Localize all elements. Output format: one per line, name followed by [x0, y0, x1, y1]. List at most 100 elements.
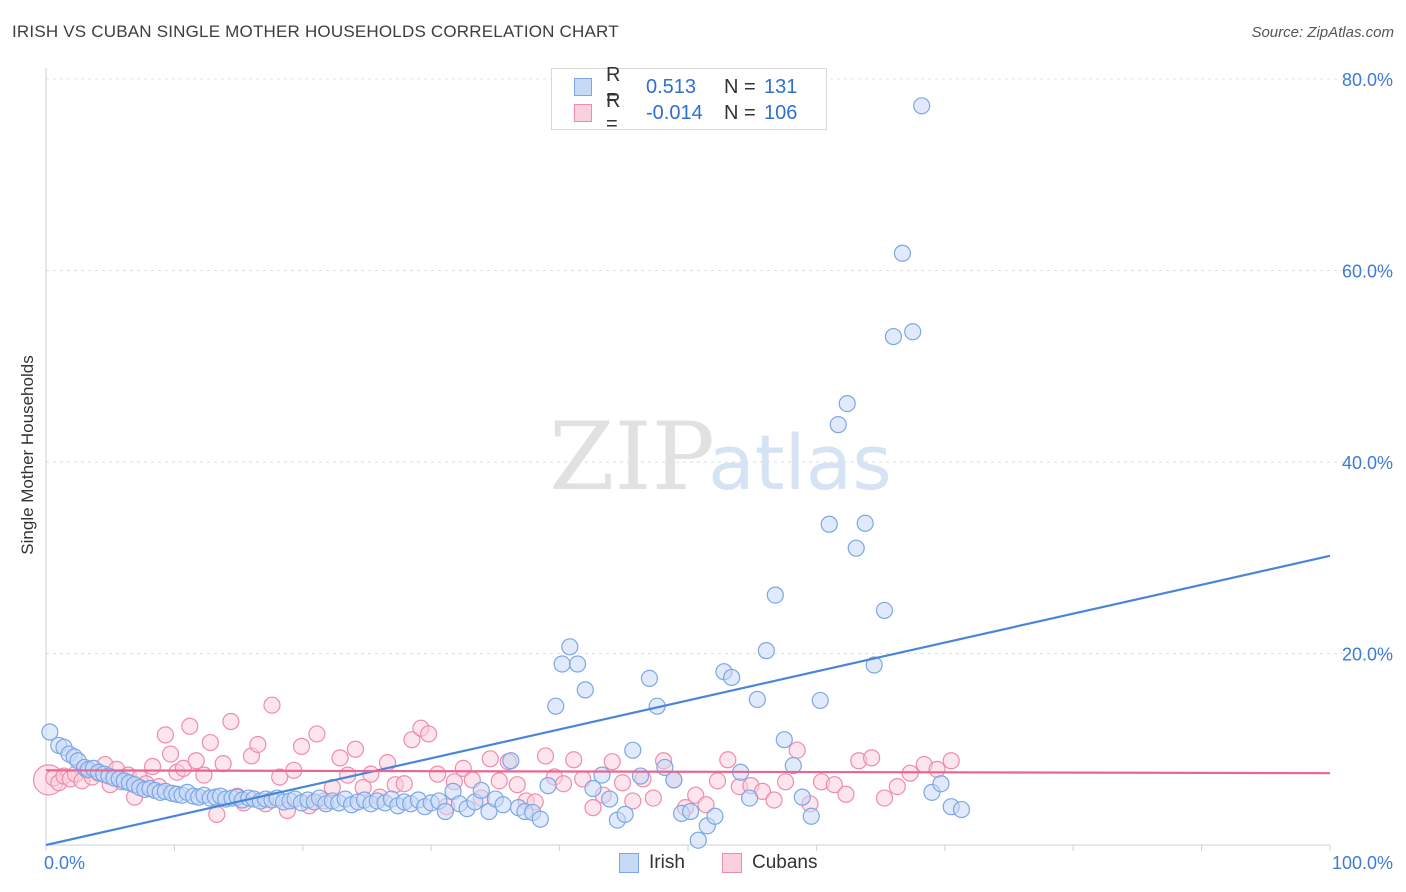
- point-irish: [601, 790, 619, 808]
- data-points: [32, 97, 971, 849]
- trend-lines: [45, 554, 1331, 847]
- point-cubans: [624, 792, 642, 810]
- point-irish: [547, 697, 565, 715]
- point-cubans: [214, 755, 232, 773]
- point-cubans: [308, 725, 326, 743]
- legend-row-cubans: R = -0.014 N = 106: [574, 90, 797, 135]
- point-irish: [932, 775, 950, 793]
- point-irish: [884, 327, 903, 346]
- point-irish: [802, 807, 820, 825]
- point-irish: [893, 244, 912, 262]
- point-irish: [820, 515, 838, 533]
- point-cubans: [181, 717, 199, 735]
- point-cubans: [644, 789, 662, 807]
- point-cubans: [420, 725, 438, 743]
- series-legend-irish: Irish: [619, 852, 685, 874]
- y-tick-label: 40.0%: [1342, 453, 1393, 473]
- legend-n-value: 131: [764, 75, 798, 98]
- correlation-legend: R = 0.513 N = 131 R = -0.014 N = 106: [551, 64, 827, 135]
- point-cubans: [554, 775, 573, 793]
- point-cubans: [292, 737, 311, 755]
- point-irish: [838, 394, 856, 413]
- point-cubans: [888, 777, 906, 796]
- point-cubans: [346, 740, 365, 758]
- point-irish: [539, 777, 557, 795]
- point-irish: [723, 668, 741, 687]
- tick-labels: 20.0% 40.0% 60.0% 80.0% 0.0% 100.0%: [44, 70, 1393, 873]
- series-label-cubans: Cubans: [752, 852, 818, 873]
- point-irish: [784, 756, 802, 775]
- point-irish: [829, 416, 847, 434]
- point-irish: [624, 741, 642, 759]
- point-cubans: [584, 799, 602, 817]
- point-irish: [875, 601, 894, 620]
- point-cubans: [565, 751, 583, 769]
- point-cubans: [161, 745, 180, 763]
- point-cubans: [481, 750, 499, 768]
- point-cubans: [863, 749, 881, 767]
- point-irish: [502, 752, 520, 770]
- point-irish: [631, 767, 650, 785]
- watermark-zip: ZIP: [549, 403, 715, 512]
- point-cubans: [536, 747, 555, 765]
- point-irish: [616, 805, 634, 823]
- point-cubans: [719, 751, 737, 769]
- legend-r-value: 0.513: [646, 75, 697, 98]
- point-cubans: [187, 752, 205, 770]
- gridlines: [46, 78, 1392, 654]
- legend-row-irish: R = 0.513 N = 131: [574, 64, 798, 109]
- point-cubans: [249, 735, 267, 754]
- point-cubans: [765, 791, 783, 809]
- legend-r-label: R =: [606, 90, 621, 135]
- series-label-irish: Irish: [649, 852, 685, 873]
- point-cubans: [708, 772, 727, 790]
- y-tick-label: 80.0%: [1342, 70, 1393, 90]
- source-note: Source: ZipAtlas.com: [1251, 24, 1394, 41]
- point-cubans: [875, 789, 894, 807]
- point-irish: [568, 655, 587, 673]
- point-irish: [856, 514, 874, 532]
- point-irish: [494, 796, 512, 814]
- point-cubans: [603, 753, 621, 771]
- y-tick-label: 60.0%: [1342, 262, 1393, 282]
- point-cubans: [174, 759, 192, 778]
- point-cubans: [776, 773, 795, 791]
- point-cubans: [263, 696, 281, 714]
- legend-swatch-irish: [574, 78, 592, 96]
- legend-n-label: N =: [724, 101, 756, 124]
- point-cubans: [271, 768, 289, 786]
- legend-r-label: R =: [606, 64, 621, 109]
- axes: [45, 68, 1331, 851]
- point-cubans: [195, 766, 213, 784]
- series-legend-cubans: Cubans: [722, 852, 818, 874]
- point-cubans: [825, 776, 843, 794]
- point-irish: [640, 669, 659, 687]
- x-tick-label-max: 100.0%: [1332, 853, 1393, 873]
- point-irish: [748, 690, 766, 709]
- point-irish: [436, 802, 454, 821]
- point-irish: [952, 800, 971, 819]
- point-irish: [584, 779, 602, 798]
- chart-title: IRISH VS CUBAN SINGLE MOTHER HOUSEHOLDS …: [12, 22, 619, 41]
- point-cubans: [697, 796, 715, 814]
- point-irish: [706, 807, 724, 825]
- point-irish: [531, 810, 549, 828]
- point-cubans: [942, 752, 960, 770]
- legend-swatch-cubans: [574, 104, 592, 122]
- point-irish: [681, 802, 700, 821]
- point-cubans: [143, 757, 162, 776]
- point-cubans: [429, 765, 447, 783]
- point-cubans: [156, 726, 175, 744]
- legend-n-label: N =: [724, 75, 756, 98]
- point-irish: [847, 539, 865, 557]
- point-cubans: [613, 774, 632, 792]
- point-irish: [689, 831, 707, 849]
- point-irish: [665, 771, 683, 789]
- series-swatch-irish: [619, 853, 639, 873]
- point-irish: [775, 731, 793, 749]
- point-cubans: [331, 749, 349, 767]
- point-irish: [41, 723, 59, 741]
- point-irish: [865, 656, 883, 674]
- point-irish: [741, 789, 759, 807]
